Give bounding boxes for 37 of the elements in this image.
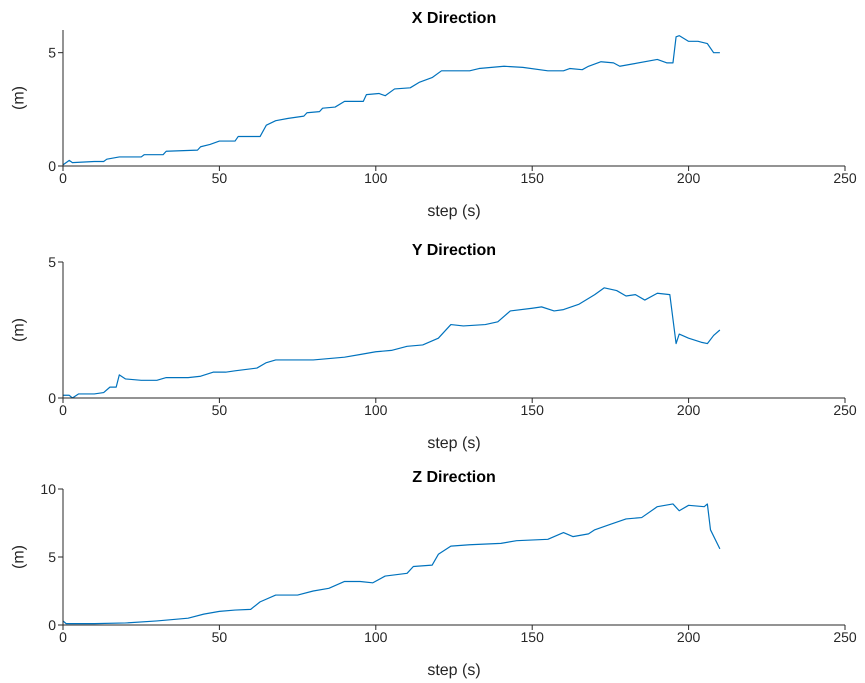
y-tick-label: 5 — [48, 254, 56, 270]
y-axis-title: (m) — [10, 86, 28, 110]
x-tick-label: 50 — [212, 402, 228, 418]
x-tick-label: 250 — [833, 170, 857, 186]
x-tick-label: 0 — [59, 628, 68, 645]
y-tick-label: 5 — [48, 44, 56, 61]
chart-title: Z Direction — [411, 469, 497, 487]
x-tick-label: 50 — [212, 170, 228, 186]
x-tick-label: 150 — [520, 402, 544, 418]
x-axis-title: step (s) — [427, 662, 481, 679]
line-series — [63, 287, 720, 398]
x-tick-label: 150 — [520, 628, 544, 645]
y-tick-label: 0 — [48, 390, 56, 406]
y-tick-label: 0 — [48, 616, 56, 633]
x-tick-label: 100 — [364, 402, 388, 418]
x-axis-title: step (s) — [427, 435, 481, 452]
x-axis-title: step (s) — [427, 203, 481, 220]
y-tick-label: 10 — [40, 480, 56, 497]
line-series — [63, 503, 720, 624]
x-tick-label: 200 — [676, 628, 700, 645]
x-tick-label: 0 — [59, 402, 68, 418]
x-tick-label: 150 — [520, 170, 544, 186]
x-tick-label: 200 — [676, 402, 700, 418]
x-tick-label: 50 — [212, 628, 228, 645]
chart-title: Y Direction — [410, 242, 498, 260]
chart-title: X Direction — [410, 10, 498, 28]
x-tick-label: 200 — [676, 170, 700, 186]
y-axis-title: (m) — [10, 545, 28, 569]
y-tick-label: 5 — [48, 548, 56, 565]
x-tick-label: 100 — [364, 628, 388, 645]
x-tick-label: 250 — [833, 402, 857, 418]
y-tick-label: 0 — [48, 158, 56, 174]
y-axis-title: (m) — [10, 318, 28, 342]
x-tick-label: 100 — [364, 170, 388, 186]
line-series — [63, 35, 720, 166]
x-tick-label: 0 — [59, 170, 68, 186]
x-tick-label: 250 — [833, 628, 857, 645]
